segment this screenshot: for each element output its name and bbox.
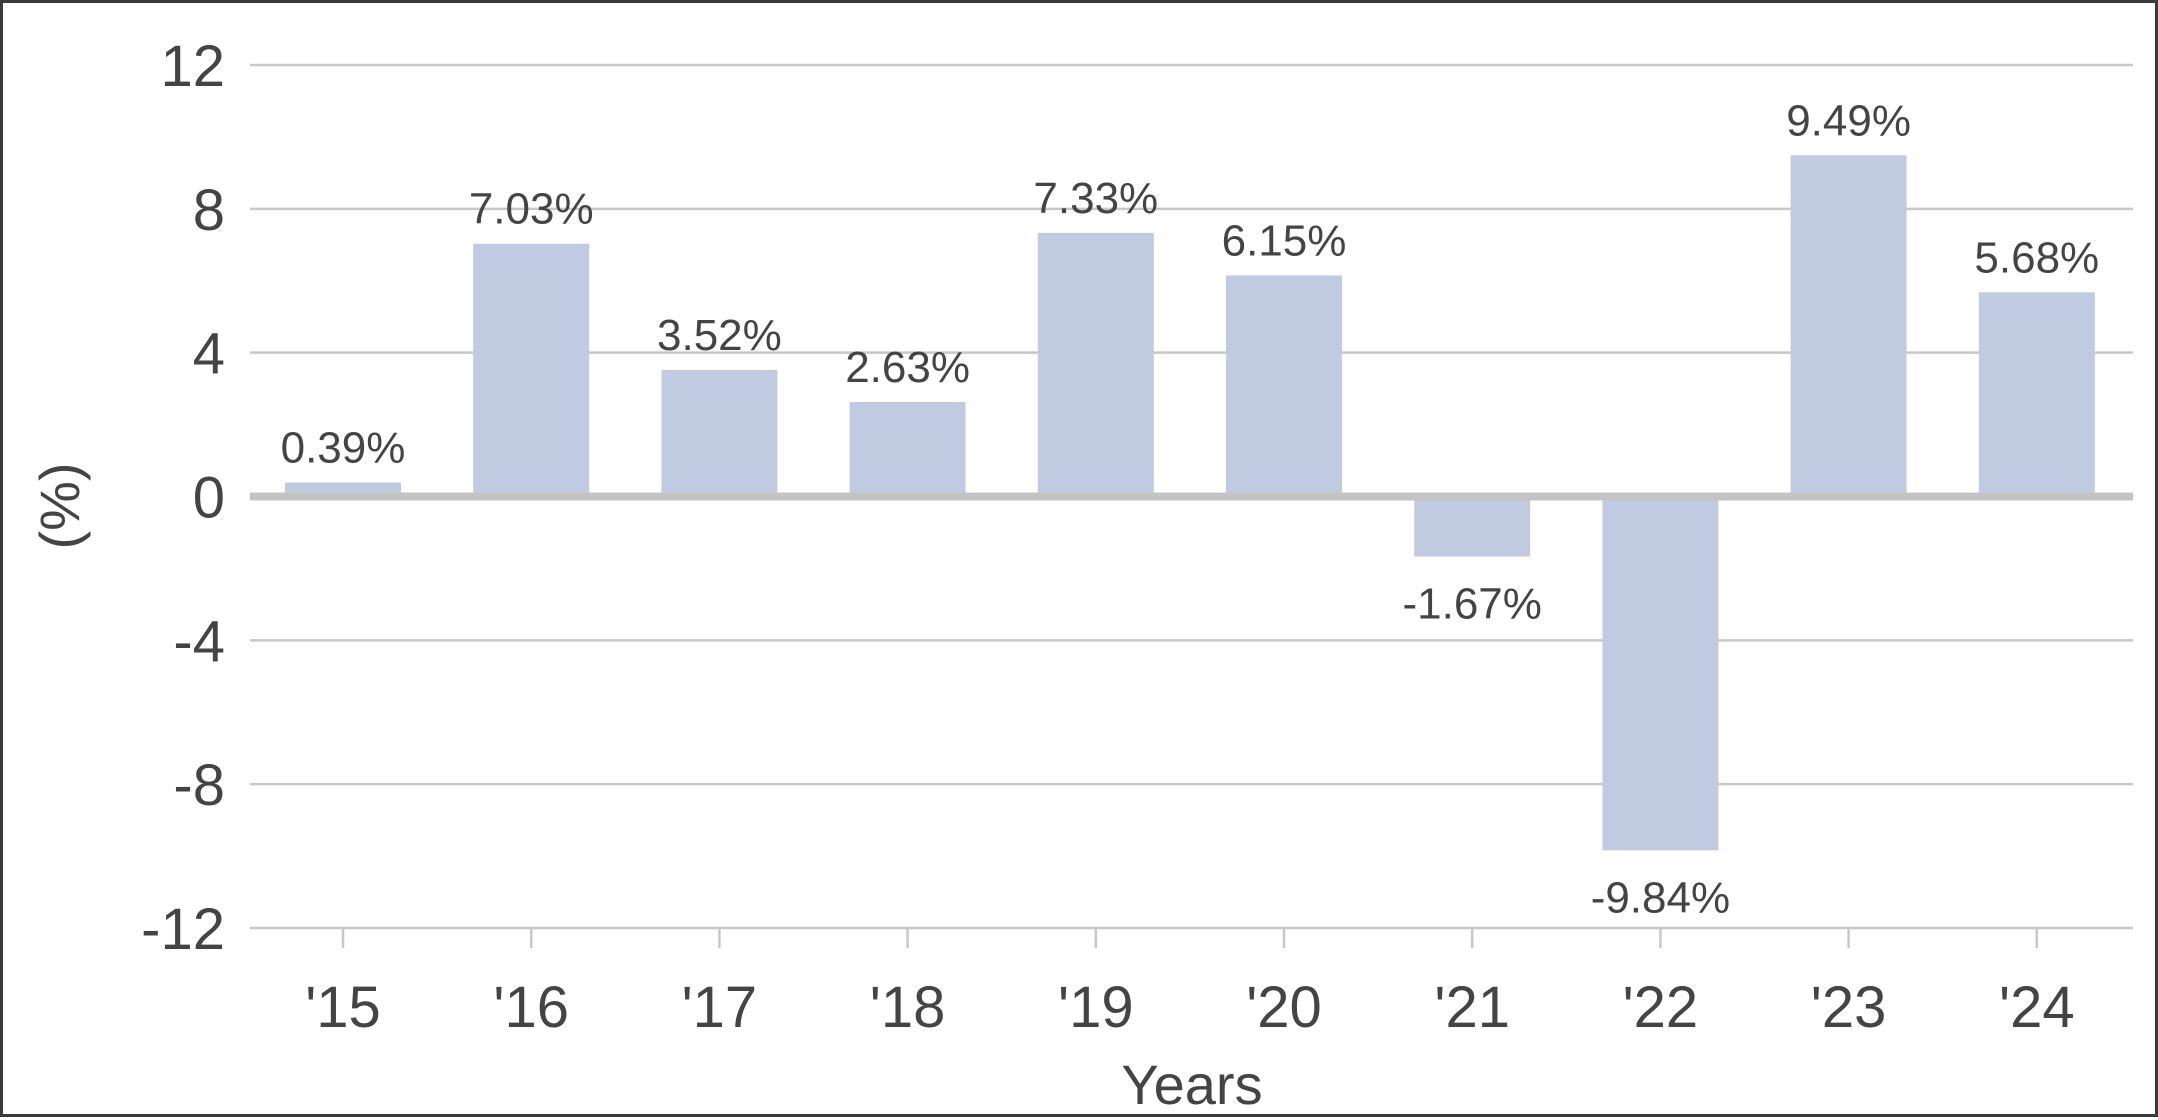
x-axis-title: Years bbox=[1121, 1053, 1262, 1116]
x-tick-label: '18 bbox=[870, 975, 946, 1040]
y-tick-label: 12 bbox=[160, 34, 225, 99]
bar bbox=[473, 243, 590, 497]
data-label: 7.03% bbox=[469, 185, 594, 234]
y-tick-labels: 12 8 4 0 -4 -8 -12 bbox=[141, 34, 225, 962]
y-tick-label: -4 bbox=[173, 609, 225, 674]
x-tick-label: '17 bbox=[682, 975, 758, 1040]
x-tick-labels: '15 '16 '17 '18 '19 '20 '21 '22 '23 '24 bbox=[305, 975, 2074, 1040]
data-label: -1.67% bbox=[1402, 580, 1541, 629]
bars-layer bbox=[285, 155, 2095, 851]
y-axis-title: (%) bbox=[28, 462, 91, 549]
x-tick-label: '15 bbox=[305, 975, 381, 1040]
x-tick-label: '24 bbox=[1999, 975, 2075, 1040]
x-tick-label: '16 bbox=[493, 975, 569, 1040]
bar bbox=[849, 401, 966, 497]
x-tick-label: '19 bbox=[1058, 975, 1134, 1040]
data-label: 7.33% bbox=[1033, 174, 1158, 223]
y-tick-label: 0 bbox=[193, 466, 225, 531]
data-label: 6.15% bbox=[1222, 216, 1347, 265]
data-labels-layer: 0.39% 7.03% 3.52% 2.63% 7.33% 6.15% -1.67% -9.8… bbox=[281, 96, 2100, 922]
y-tick-label: -12 bbox=[141, 897, 225, 962]
data-label: 9.49% bbox=[1786, 96, 1911, 145]
bar bbox=[1037, 232, 1154, 497]
data-label: -9.84% bbox=[1591, 873, 1730, 922]
bar bbox=[1226, 275, 1342, 497]
x-tick-label: '21 bbox=[1434, 975, 1510, 1040]
y-tick-label: 4 bbox=[193, 322, 225, 387]
y-tick-label: -8 bbox=[173, 753, 225, 818]
y-tick-label: 8 bbox=[193, 178, 225, 243]
x-tick-label: '20 bbox=[1246, 975, 1322, 1040]
bar bbox=[1790, 155, 1907, 497]
data-label: 2.63% bbox=[845, 343, 970, 392]
x-tick-label: '22 bbox=[1623, 975, 1699, 1040]
data-label: 3.52% bbox=[657, 311, 782, 360]
data-label: 0.39% bbox=[281, 423, 406, 472]
x-tick-label: '23 bbox=[1811, 975, 1887, 1040]
bar-chart: 0.39% 7.03% 3.52% 2.63% 7.33% 6.15% -1.67% -9.8… bbox=[28, 34, 2133, 1116]
bar bbox=[1602, 496, 1719, 851]
bar bbox=[661, 369, 778, 497]
bar bbox=[1978, 292, 2095, 497]
data-label: 5.68% bbox=[1974, 233, 2099, 282]
bar bbox=[1414, 496, 1531, 557]
